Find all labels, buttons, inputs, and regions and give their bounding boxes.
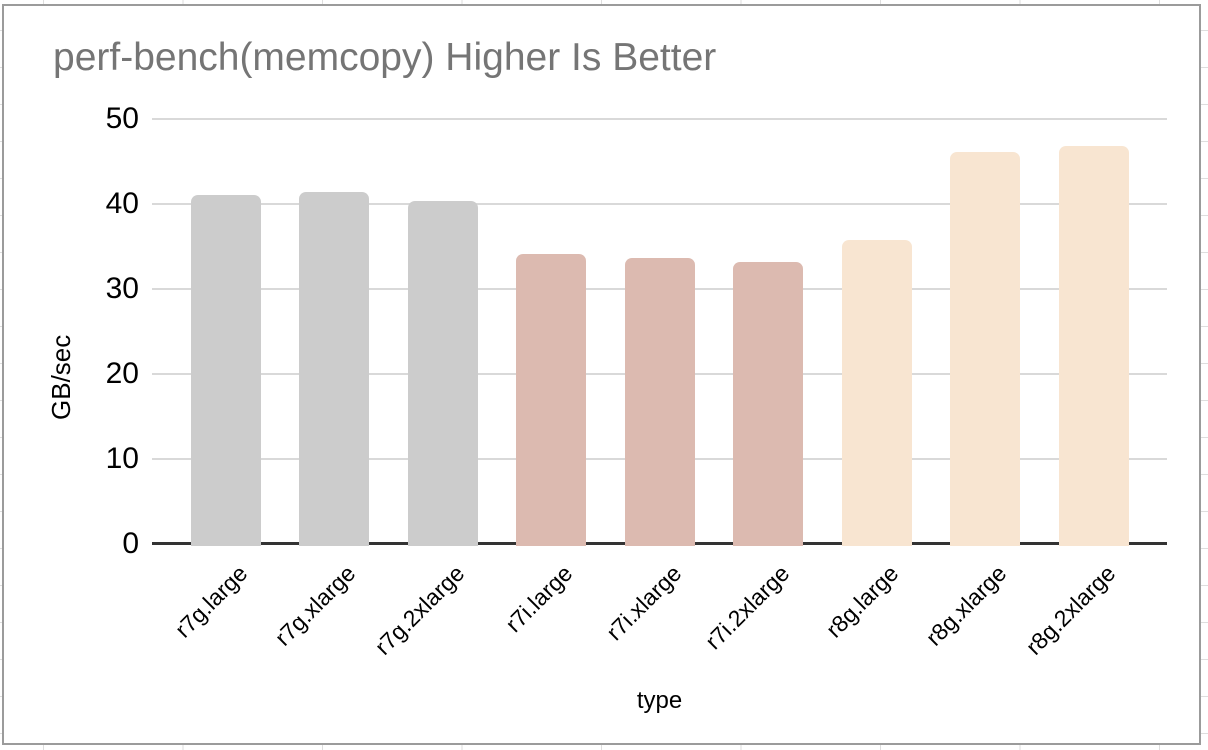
x-category-label-r7i.large: r7i.large (500, 560, 578, 638)
x-category-label-r7g.2xlarge: r7g.2xlarge (369, 560, 469, 660)
x-axis-title: type (636, 687, 683, 714)
embedded-chart-card[interactable]: perf-bench(memcopy) Higher Is Better 0 10… (2, 4, 1201, 745)
x-category-label-r7i.xlarge: r7i.xlarge (600, 560, 686, 646)
bar-r7g.2xlarge[interactable] (407, 201, 478, 546)
y-tick-label-0: 0 (122, 527, 139, 560)
bar-r8g.xlarge[interactable] (950, 152, 1020, 546)
plot-area: 0 10 20 30 40 50 GB/sec r7g.large r7g.xlarge r7… (46, 103, 1167, 714)
bar-r7g.large[interactable] (190, 194, 261, 546)
x-category-label-r8g.xlarge: r8g.xlarge (920, 560, 1012, 651)
x-category-label-r7g.large: r7g.large (169, 560, 252, 643)
gridline-40 (152, 203, 1167, 205)
y-tick-label-10: 10 (105, 442, 139, 475)
bar-r7g.xlarge[interactable] (299, 192, 369, 546)
y-tick-label-40: 40 (105, 187, 139, 220)
chart-title: perf-bench(memcopy) Higher Is Better (53, 36, 717, 79)
x-category-label-r7i.2xlarge: r7i.2xlarge (700, 560, 795, 655)
gridline-50 (152, 118, 1167, 120)
bar-r8g.2xlarge[interactable] (1058, 146, 1129, 546)
bar-r7i.2xlarge[interactable] (733, 261, 803, 546)
y-tick-label-20: 20 (105, 357, 139, 390)
x-category-label-r8g.large: r8g.large (820, 560, 903, 643)
y-tick-label-50: 50 (105, 102, 139, 135)
x-category-label-r8g.2xlarge: r8g.2xlarge (1020, 560, 1120, 660)
y-axis-title: GB/sec (46, 334, 76, 420)
bar-r7i.large[interactable] (516, 254, 586, 546)
x-category-label-r7g.xlarge: r7g.xlarge (269, 560, 361, 651)
bar-r8g.large[interactable] (841, 239, 912, 546)
bar-r7i.xlarge[interactable] (624, 257, 695, 546)
y-tick-label-30: 30 (105, 272, 139, 305)
